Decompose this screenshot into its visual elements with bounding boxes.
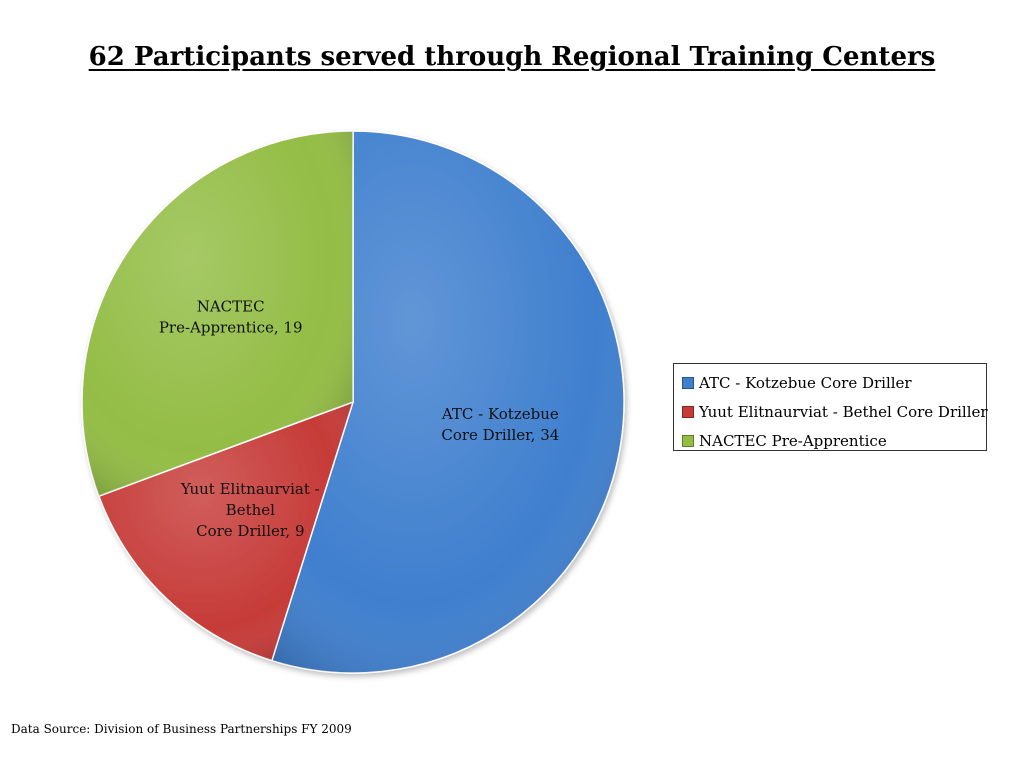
slice-data-label-line: Yuut Elitnaurviat - — [180, 480, 320, 498]
slice-data-label: ATC - Kotzebue Core Driller, 34 — [441, 405, 559, 444]
slice-data-label-line: Core Driller, 9 — [196, 522, 304, 540]
slice-data-label: Yuut Elitnaurviat - Bethel Core Driller, 9 — [180, 480, 320, 540]
legend-item: Yuut Elitnaurviat - Bethel Core Driller — [682, 397, 988, 426]
legend-label: NACTEC Pre-Apprentice — [699, 431, 887, 450]
data-source-note: Data Source: Division of Business Partne… — [11, 722, 352, 736]
legend-swatch — [682, 376, 694, 389]
slice-data-label-line: Pre-Apprentice, 19 — [159, 318, 303, 336]
pie-slice-shading — [271, 131, 624, 674]
slice-data-label-line: Core Driller, 34 — [441, 426, 559, 444]
chart-title: 62 Participants served through Regional … — [88, 42, 936, 72]
pie-slice-shading — [98, 402, 353, 661]
slice-data-label: NACTEC Pre-Apprentice, 19 — [159, 297, 303, 336]
legend-label: Yuut Elitnaurviat - Bethel Core Driller — [699, 402, 988, 421]
chart-legend: ATC - Kotzebue Core Driller Yuut Elitnau… — [673, 363, 988, 451]
slice-data-label-line: Bethel — [226, 501, 275, 519]
legend-item: ATC - Kotzebue Core Driller — [682, 368, 986, 397]
legend-item: NACTEC Pre-Apprentice — [682, 426, 986, 455]
pie-slice-shading — [81, 131, 353, 497]
legend-label: ATC - Kotzebue Core Driller — [699, 373, 912, 392]
slice-data-label-line: ATC - Kotzebue — [441, 405, 559, 423]
legend-swatch — [682, 405, 694, 418]
slice-data-label-line: NACTEC — [197, 297, 265, 315]
legend-swatch — [682, 434, 694, 447]
